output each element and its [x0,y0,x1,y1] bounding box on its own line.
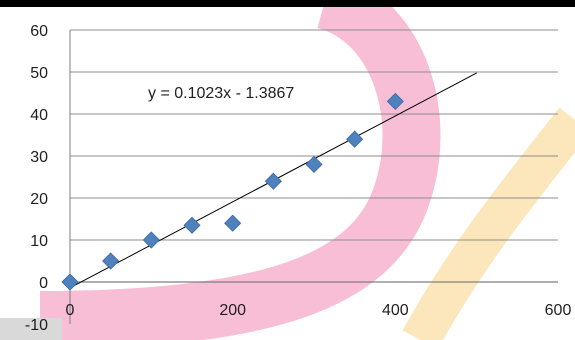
trendline-equation: y = 0.1023x - 1.3867 [148,85,294,102]
y-tick-label: 50 [30,65,48,82]
corner-gray-patch [0,318,62,340]
x-tick-label: 200 [219,302,246,319]
y-tick-label: 60 [30,23,48,40]
data-point [264,172,282,190]
x-tick-label: 400 [382,302,409,319]
x-tick-labels: 0 200 400 600 [66,302,572,319]
data-points [61,92,404,291]
data-point [346,130,364,148]
y-tick-label: 20 [30,191,48,208]
data-point [305,155,323,173]
y-tick-label: 0 [39,275,48,292]
x-tick-label: 600 [545,302,572,319]
data-point [142,231,160,249]
x-tick-label: 0 [66,302,75,319]
pink-band-decoration [39,0,441,340]
y-tick-label: 10 [30,233,48,250]
top-border-bar [0,0,575,7]
y-tick-label: -10 [25,317,48,334]
data-point [183,216,201,234]
y-tick-label: 30 [30,149,48,166]
data-point [102,252,120,270]
data-point [386,92,404,110]
y-tick-label: 40 [30,107,48,124]
yellow-band-decoration [402,107,575,340]
data-point [224,214,242,232]
y-tick-labels: -10 0 10 20 30 40 50 60 [25,23,48,334]
data-point [61,273,79,291]
